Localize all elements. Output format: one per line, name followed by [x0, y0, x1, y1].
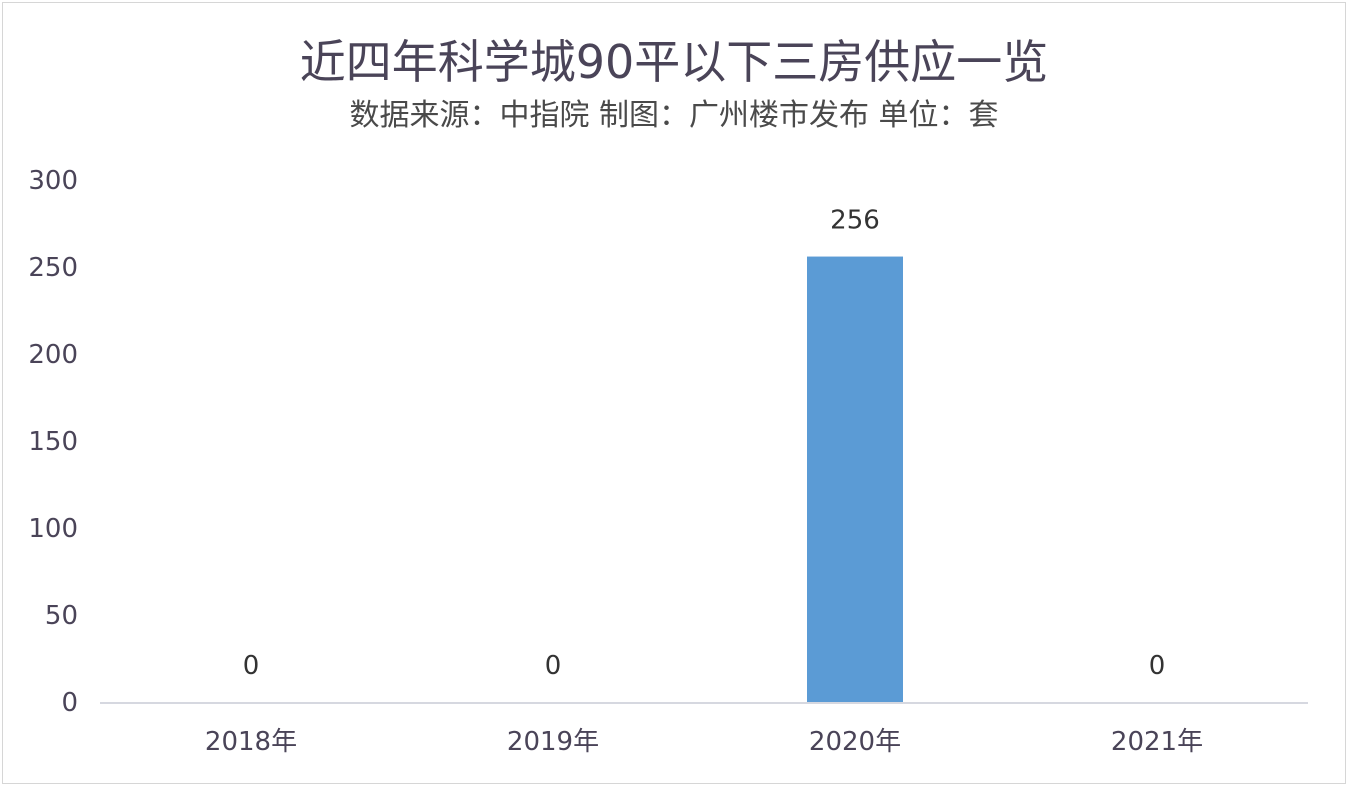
y-tick-label: 200: [28, 340, 78, 370]
data-label: 0: [243, 651, 260, 681]
x-tick-label: 2018年: [205, 727, 297, 757]
y-tick-label: 250: [28, 253, 78, 283]
bar: [807, 256, 903, 702]
x-tick-label: 2019年: [507, 727, 599, 757]
y-tick-label: 300: [28, 166, 78, 196]
y-tick-label: 0: [61, 688, 78, 718]
chart-title: 近四年科学城90平以下三房供应一览: [299, 35, 1049, 89]
data-label: 256: [830, 206, 880, 236]
x-tick-label: 2021年: [1111, 727, 1203, 757]
y-tick-label: 150: [28, 427, 78, 457]
data-label: 0: [545, 651, 562, 681]
data-label: 0: [1149, 651, 1166, 681]
y-tick-label: 50: [45, 601, 78, 631]
x-tick-label: 2020年: [809, 727, 901, 757]
y-tick-label: 100: [28, 514, 78, 544]
chart-subtitle: 数据来源：中指院 制图：广州楼市发布 单位：套: [349, 98, 999, 133]
